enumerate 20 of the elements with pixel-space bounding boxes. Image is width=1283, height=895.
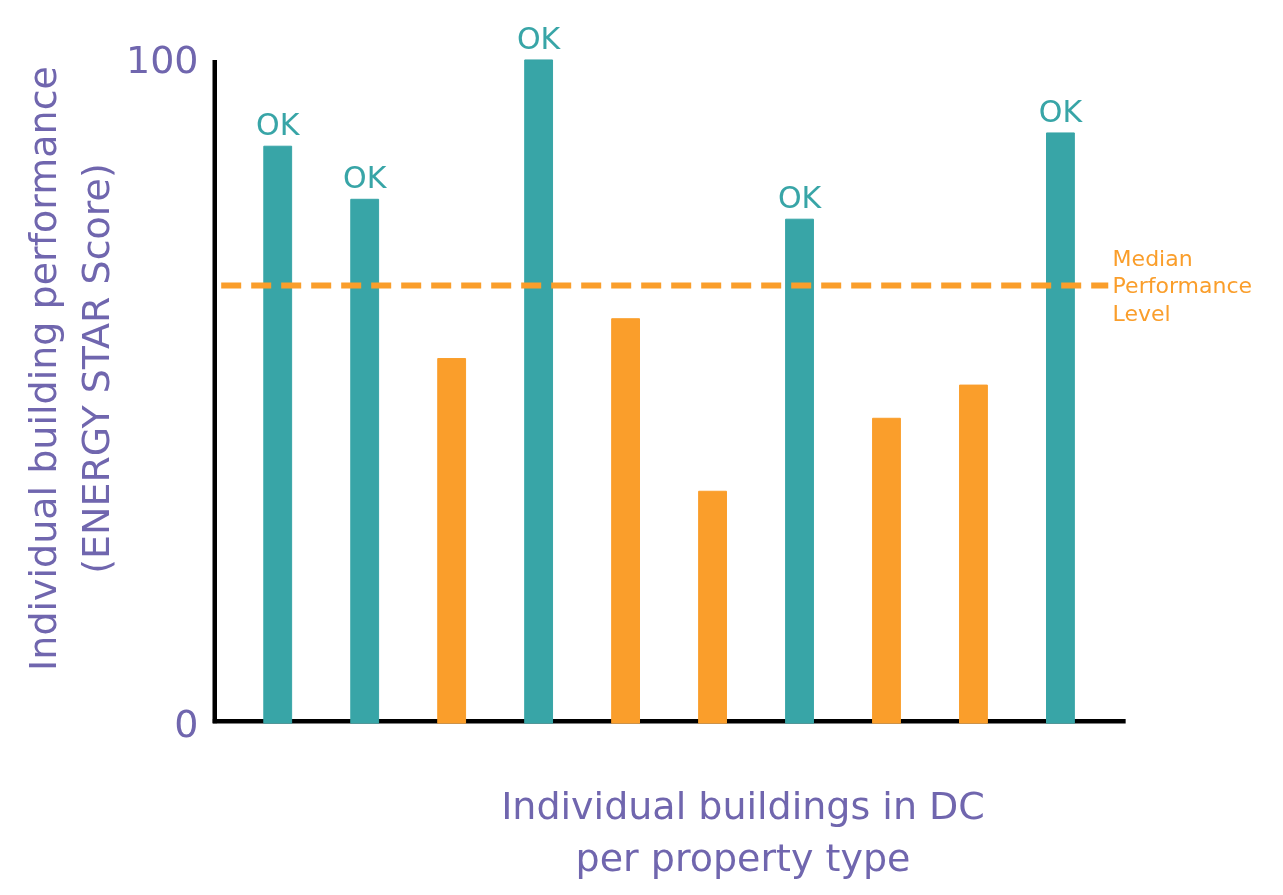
y-tick-label: 0 xyxy=(174,702,199,746)
data-label: OK xyxy=(777,180,823,216)
data-label: OK xyxy=(256,107,301,143)
bar xyxy=(785,218,814,724)
data-label: OK xyxy=(516,20,562,56)
bar xyxy=(437,358,467,724)
bar xyxy=(1046,132,1075,724)
x-axis-title: Individual buildings in DC per property type xyxy=(501,783,985,881)
bar xyxy=(524,59,554,724)
y-tick-label: 100 xyxy=(125,38,199,83)
bar xyxy=(611,318,641,724)
bar xyxy=(698,490,727,724)
data-label: OK xyxy=(1038,93,1084,129)
bar xyxy=(350,198,380,724)
data-label: OK xyxy=(343,160,388,196)
bar xyxy=(872,417,901,724)
bar xyxy=(263,145,293,724)
y-axis-title: Individual building performance (ENERGY STAR Score) xyxy=(21,66,118,671)
bar xyxy=(959,384,988,724)
ref-line-label: Median Performance Level xyxy=(1112,245,1253,326)
